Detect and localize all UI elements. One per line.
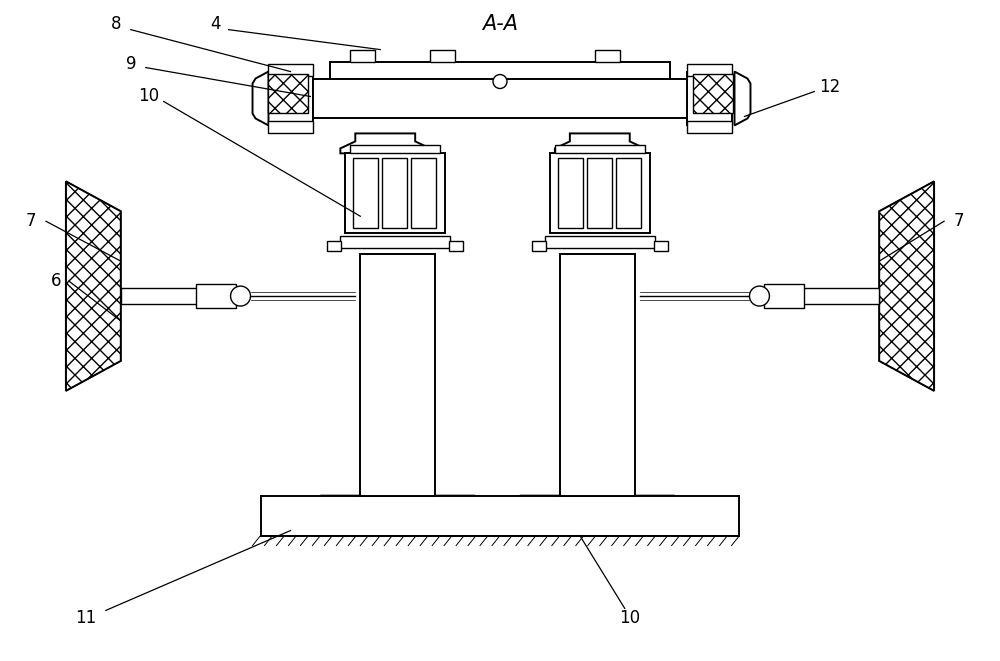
Text: 10: 10: [138, 87, 159, 106]
Bar: [764, 284, 804, 308]
Polygon shape: [320, 496, 475, 531]
Bar: [595, 50, 620, 61]
Bar: [654, 241, 668, 251]
Bar: [687, 122, 732, 134]
Text: 7: 7: [954, 212, 964, 230]
Bar: [313, 79, 687, 118]
Bar: [449, 241, 463, 251]
Polygon shape: [735, 71, 750, 126]
Bar: [587, 159, 612, 228]
Text: 4: 4: [210, 15, 221, 32]
Bar: [382, 159, 407, 228]
Text: 7: 7: [26, 212, 36, 230]
Bar: [360, 254, 435, 496]
Bar: [121, 288, 201, 304]
Bar: [268, 63, 313, 75]
Polygon shape: [253, 71, 268, 126]
Bar: [345, 153, 445, 233]
Bar: [799, 288, 879, 304]
Polygon shape: [879, 181, 934, 391]
Bar: [330, 61, 670, 102]
Circle shape: [749, 286, 769, 306]
Bar: [350, 50, 375, 61]
Bar: [560, 254, 635, 496]
Circle shape: [493, 75, 507, 89]
Text: 8: 8: [111, 15, 121, 32]
Polygon shape: [66, 181, 121, 391]
Bar: [261, 496, 739, 535]
Bar: [268, 73, 308, 114]
Circle shape: [231, 286, 251, 306]
Polygon shape: [555, 134, 645, 153]
Bar: [555, 145, 645, 153]
Bar: [327, 241, 341, 251]
Bar: [550, 153, 650, 233]
Bar: [196, 284, 236, 308]
Bar: [693, 73, 733, 114]
Bar: [268, 122, 313, 134]
Text: 9: 9: [126, 55, 136, 73]
Bar: [411, 159, 436, 228]
Bar: [532, 241, 546, 251]
Text: A-A: A-A: [482, 14, 518, 34]
Text: 11: 11: [75, 609, 96, 627]
Text: 12: 12: [819, 77, 840, 95]
Bar: [350, 145, 440, 153]
Polygon shape: [340, 134, 430, 153]
Bar: [268, 73, 308, 114]
Bar: [558, 159, 583, 228]
Bar: [545, 236, 655, 248]
Bar: [616, 159, 641, 228]
Bar: [693, 73, 733, 114]
Text: 10: 10: [619, 609, 640, 627]
Bar: [430, 50, 455, 61]
Polygon shape: [520, 496, 675, 531]
Bar: [340, 236, 450, 248]
Bar: [268, 71, 313, 126]
Bar: [353, 159, 378, 228]
Bar: [687, 71, 732, 126]
Bar: [687, 63, 732, 75]
Text: 6: 6: [51, 272, 61, 290]
